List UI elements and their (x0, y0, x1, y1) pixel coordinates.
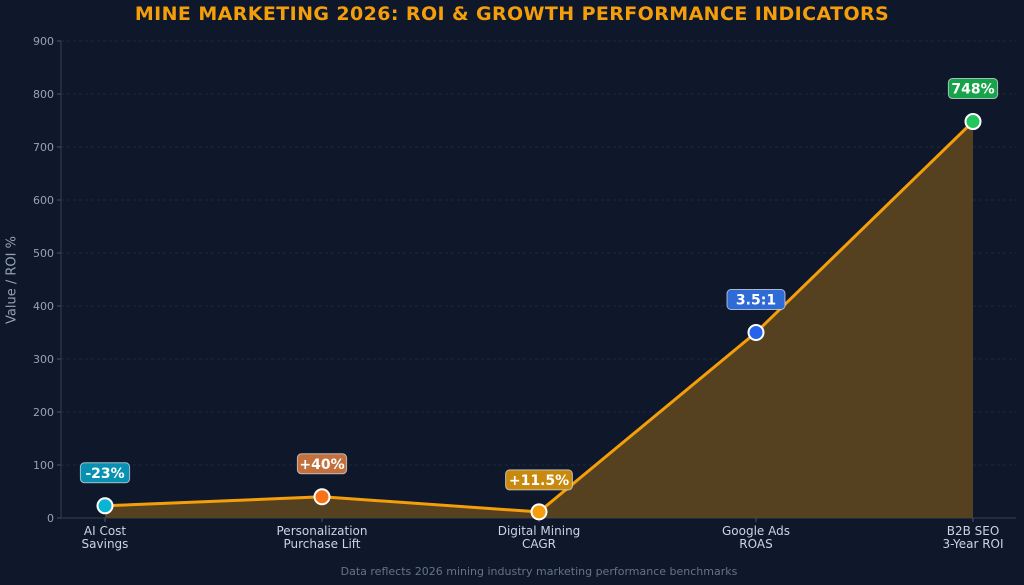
x-tick-label: Google Ads (722, 524, 790, 538)
x-tick-label: 3-Year ROI (942, 537, 1003, 551)
data-label: +40% (296, 453, 348, 475)
data-label-box (726, 289, 786, 310)
points-layer (96, 113, 982, 521)
y-tick-label: 300 (33, 353, 54, 366)
x-tick-label: ROAS (739, 537, 772, 551)
x-tick-label: CAGR (522, 537, 556, 551)
area-layer (105, 121, 973, 518)
data-label-box (947, 78, 999, 100)
data-point (313, 488, 331, 506)
y-tick-label: 500 (33, 247, 54, 260)
y-tick-label: 0 (47, 512, 54, 525)
data-label: 3.5:1 (726, 289, 786, 310)
data-label-text: +11.5% (509, 473, 569, 489)
chart-footnote: Data reflects 2026 mining industry marke… (340, 565, 738, 578)
chart-title: MINE MARKETING 2026: ROI & GROWTH PERFOR… (134, 3, 890, 25)
labels-layer: -23% +40% +11.5% 3.5:1 748% (79, 78, 999, 491)
data-label: +11.5% (505, 469, 573, 491)
data-label-box (505, 469, 573, 491)
y-tick-label: 200 (33, 406, 54, 419)
data-label: 748% (947, 78, 999, 100)
data-label-box (296, 453, 348, 475)
y-tick-label: 400 (33, 300, 54, 313)
data-label-text: +40% (299, 457, 344, 473)
y-tick-label: 600 (33, 194, 54, 207)
data-point (530, 503, 548, 521)
area-fill (105, 121, 973, 518)
y-tick-label: 100 (33, 459, 54, 472)
y-tick-label: 700 (33, 141, 54, 154)
data-point (747, 324, 765, 341)
x-tick-label: Personalization (277, 524, 368, 538)
x-tick-label: Savings (82, 537, 129, 551)
data-label-text: 3.5:1 (736, 293, 776, 309)
y-tick-label: 900 (33, 35, 54, 48)
data-label-text: -23% (85, 466, 124, 482)
x-tick-label: Purchase Lift (283, 537, 360, 551)
data-point (96, 497, 114, 515)
y-tick-label: 800 (33, 88, 54, 101)
data-label: -23% (79, 462, 131, 484)
data-label-box (79, 462, 131, 484)
data-point (964, 113, 982, 131)
data-label-text: 748% (951, 82, 994, 98)
x-tick-label: AI Cost (84, 524, 127, 538)
x-tick-label: Digital Mining (498, 524, 581, 538)
x-tick-label: B2B SEO (947, 524, 1000, 538)
